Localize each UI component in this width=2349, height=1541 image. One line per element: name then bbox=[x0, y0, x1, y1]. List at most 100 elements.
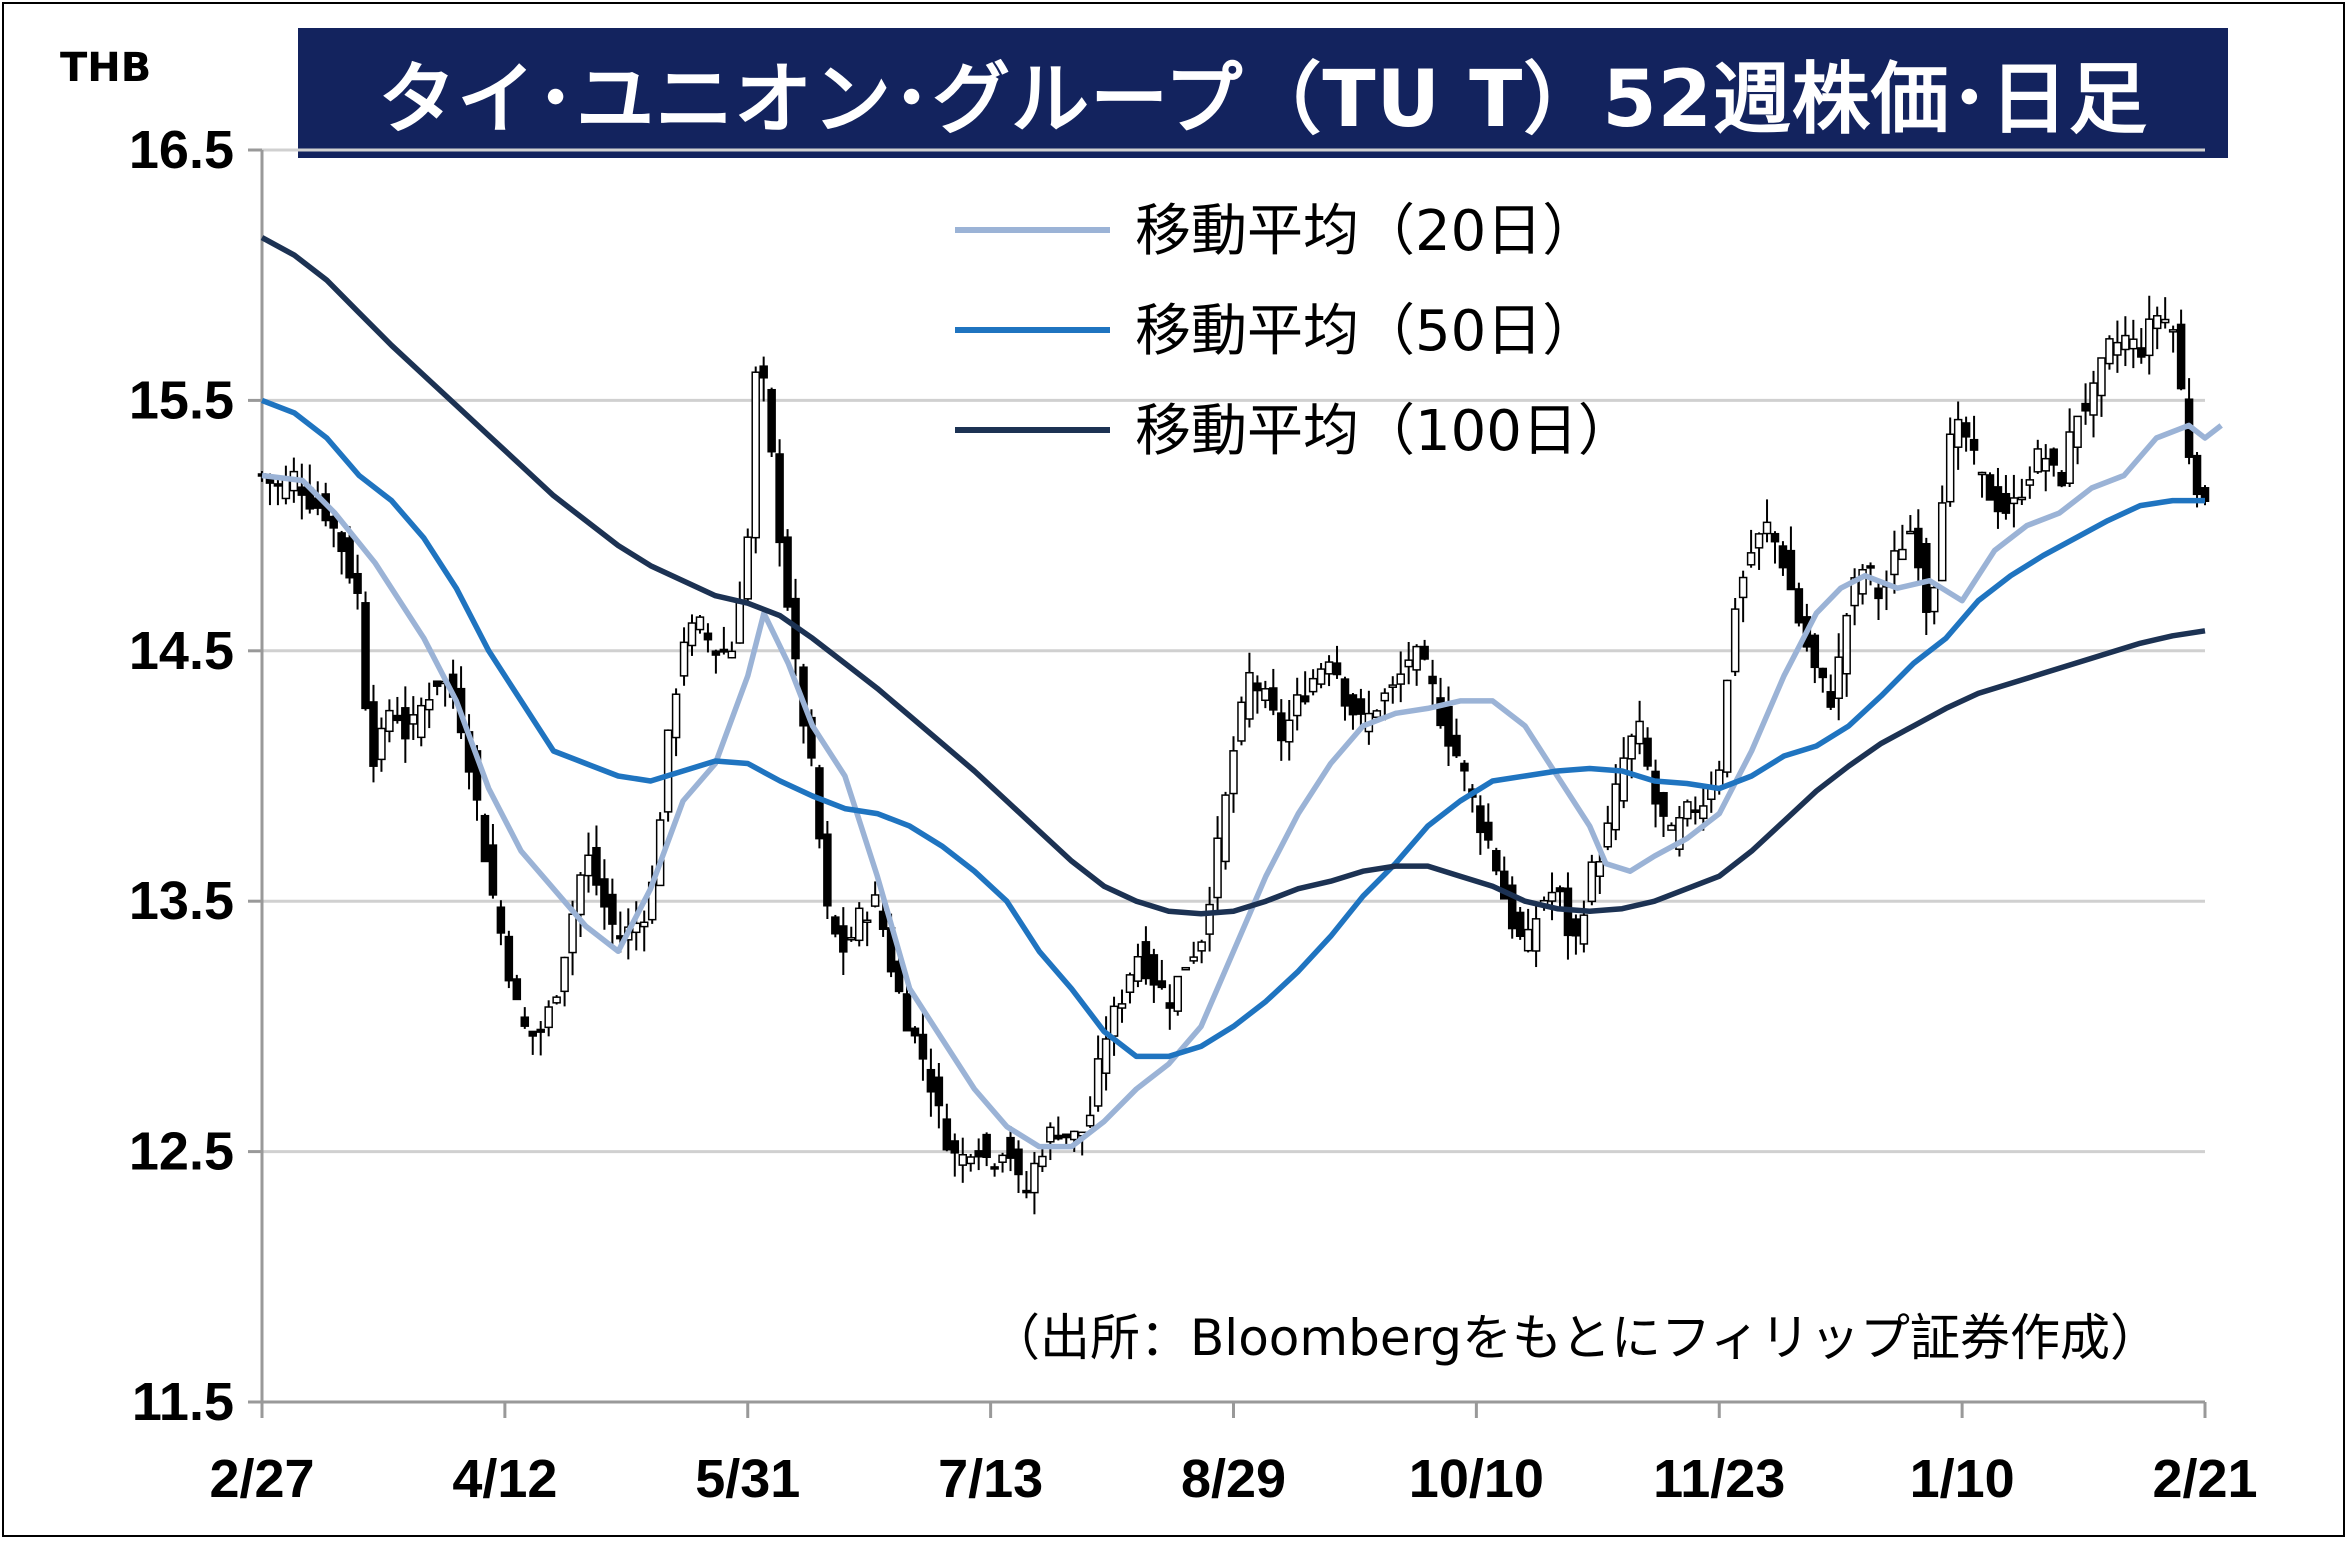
candle-body bbox=[1388, 684, 1398, 688]
candle-body bbox=[2017, 496, 2027, 501]
ma20-line bbox=[261, 422, 2223, 1150]
candle-body bbox=[584, 854, 593, 877]
candle-body bbox=[2057, 471, 2066, 487]
candle-body bbox=[1420, 645, 1429, 660]
candle-body bbox=[1794, 588, 1804, 624]
candle-body bbox=[1173, 975, 1183, 1012]
source-note: （出所：Bloombergをもとにフィリップ証券作成） bbox=[990, 1309, 2160, 1367]
candle-body bbox=[942, 1118, 952, 1151]
candle-body bbox=[926, 1068, 936, 1093]
candle-body bbox=[1022, 1189, 1031, 1194]
candle-body bbox=[1922, 543, 1931, 613]
y-tick-label: 13.5 bbox=[129, 871, 234, 931]
candle-body bbox=[520, 1016, 530, 1027]
candle-body bbox=[1993, 486, 2003, 513]
candle-body bbox=[966, 1156, 975, 1165]
candle-body bbox=[998, 1154, 1007, 1163]
candle-body bbox=[1515, 911, 1525, 938]
candle-body bbox=[1969, 438, 1979, 451]
candle-body bbox=[1269, 687, 1278, 711]
candle-body bbox=[1332, 662, 1342, 676]
candle-body bbox=[1117, 1003, 1127, 1009]
candle-body bbox=[1245, 671, 1254, 720]
candle-body bbox=[1699, 805, 1708, 820]
candle-body bbox=[2041, 457, 2050, 472]
candle-body bbox=[1834, 656, 1843, 700]
candle-body bbox=[1930, 586, 1939, 613]
candle-body bbox=[1977, 471, 1987, 476]
candle-body bbox=[1093, 1058, 1103, 1107]
candle-body bbox=[1452, 734, 1461, 757]
candle-body bbox=[1030, 1162, 1039, 1194]
candle-body bbox=[1165, 1002, 1175, 1009]
candle-body bbox=[1945, 433, 1955, 503]
candle-body bbox=[1141, 941, 1151, 980]
candle-body bbox=[1428, 675, 1437, 685]
candle-body bbox=[1062, 1133, 1071, 1139]
candle-body bbox=[496, 906, 506, 934]
candle-body bbox=[1571, 918, 1581, 937]
candle-body bbox=[1404, 659, 1413, 668]
candle-body bbox=[2113, 341, 2122, 356]
candle-body bbox=[823, 833, 832, 907]
candle-body bbox=[1157, 980, 1167, 989]
candle-body bbox=[847, 937, 856, 941]
candle-body bbox=[1253, 682, 1262, 692]
candle-body bbox=[727, 650, 737, 659]
candle-body bbox=[417, 704, 426, 739]
candle-body bbox=[2121, 334, 2130, 351]
candle-body bbox=[393, 714, 402, 722]
candle-body bbox=[1006, 1136, 1015, 1159]
candle-body bbox=[1292, 694, 1302, 717]
candle-body bbox=[592, 846, 601, 886]
candle-body bbox=[385, 709, 394, 733]
candle-body bbox=[2001, 492, 2011, 514]
candle-body bbox=[854, 907, 864, 942]
candle-body bbox=[1205, 903, 1214, 935]
candle-body bbox=[1778, 545, 1788, 569]
candle-body bbox=[2105, 338, 2114, 365]
candle-body bbox=[1985, 474, 1995, 501]
candle-body bbox=[369, 701, 378, 767]
candle-body bbox=[1579, 914, 1589, 945]
candle-body bbox=[1722, 679, 1732, 773]
candle-body bbox=[1014, 1148, 1023, 1176]
candle-body bbox=[703, 632, 713, 641]
candle-body bbox=[1651, 770, 1660, 805]
candle-body bbox=[1046, 1126, 1055, 1143]
candle-body bbox=[1635, 720, 1644, 745]
candle-body bbox=[1125, 974, 1135, 993]
candle-body bbox=[432, 680, 442, 687]
ma20-legend-label: 移動平均（20日） bbox=[1135, 199, 1598, 264]
candle-body bbox=[918, 1033, 928, 1060]
candle-body bbox=[1762, 521, 1772, 535]
candle-body bbox=[1730, 608, 1740, 673]
candle-body bbox=[950, 1140, 960, 1154]
candle-body bbox=[1308, 677, 1318, 693]
candle-body bbox=[1818, 667, 1828, 679]
candle-body bbox=[663, 729, 673, 813]
candle-body bbox=[679, 641, 689, 677]
candle-body bbox=[982, 1133, 991, 1159]
candle-body bbox=[1898, 548, 1907, 561]
candle-body bbox=[767, 388, 776, 453]
candle-body bbox=[2089, 382, 2098, 416]
candle-body bbox=[1754, 533, 1764, 549]
candle-body bbox=[878, 910, 888, 930]
ma50-legend-label: 移動平均（50日） bbox=[1135, 299, 1598, 364]
ma100-line bbox=[260, 235, 2206, 917]
x-tick-label: 1/10 bbox=[1910, 1449, 2015, 1509]
candle-body bbox=[639, 921, 649, 928]
candle-body bbox=[2073, 415, 2082, 448]
candle-body bbox=[297, 486, 307, 496]
candle-body bbox=[2176, 323, 2186, 390]
candle-body bbox=[1380, 692, 1390, 702]
candle-body bbox=[775, 453, 784, 544]
candle-body bbox=[504, 935, 514, 982]
candle-body bbox=[1770, 532, 1780, 543]
candle-body bbox=[353, 572, 362, 594]
candle-body bbox=[1492, 850, 1501, 872]
candle-body bbox=[1054, 1134, 1063, 1140]
x-tick-label: 4/12 bbox=[452, 1449, 557, 1509]
candle-body bbox=[1587, 861, 1597, 903]
